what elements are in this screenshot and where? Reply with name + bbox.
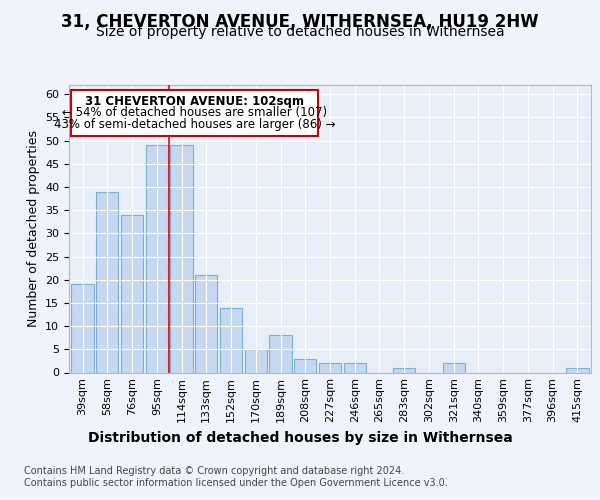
Bar xyxy=(220,308,242,372)
Text: Size of property relative to detached houses in Withernsea: Size of property relative to detached ho… xyxy=(95,25,505,39)
Bar xyxy=(319,363,341,372)
FancyBboxPatch shape xyxy=(71,90,317,136)
Bar xyxy=(566,368,589,372)
Bar xyxy=(71,284,94,372)
Bar xyxy=(170,146,193,372)
Bar xyxy=(443,363,465,372)
Y-axis label: Number of detached properties: Number of detached properties xyxy=(26,130,40,327)
Text: Distribution of detached houses by size in Withernsea: Distribution of detached houses by size … xyxy=(88,431,512,445)
Bar xyxy=(146,146,168,372)
Text: 31 CHEVERTON AVENUE: 102sqm: 31 CHEVERTON AVENUE: 102sqm xyxy=(85,94,304,108)
Bar xyxy=(294,358,316,372)
Bar xyxy=(269,336,292,372)
Bar xyxy=(121,215,143,372)
Bar xyxy=(195,275,217,372)
Text: Contains HM Land Registry data © Crown copyright and database right 2024.: Contains HM Land Registry data © Crown c… xyxy=(24,466,404,476)
Bar xyxy=(393,368,415,372)
Text: Contains public sector information licensed under the Open Government Licence v3: Contains public sector information licen… xyxy=(24,478,448,488)
Text: ← 54% of detached houses are smaller (107): ← 54% of detached houses are smaller (10… xyxy=(62,106,327,120)
Bar xyxy=(245,350,267,372)
Text: 43% of semi-detached houses are larger (86) →: 43% of semi-detached houses are larger (… xyxy=(54,118,335,131)
Bar xyxy=(344,363,366,372)
Bar xyxy=(96,192,118,372)
Text: 31, CHEVERTON AVENUE, WITHERNSEA, HU19 2HW: 31, CHEVERTON AVENUE, WITHERNSEA, HU19 2… xyxy=(61,12,539,30)
